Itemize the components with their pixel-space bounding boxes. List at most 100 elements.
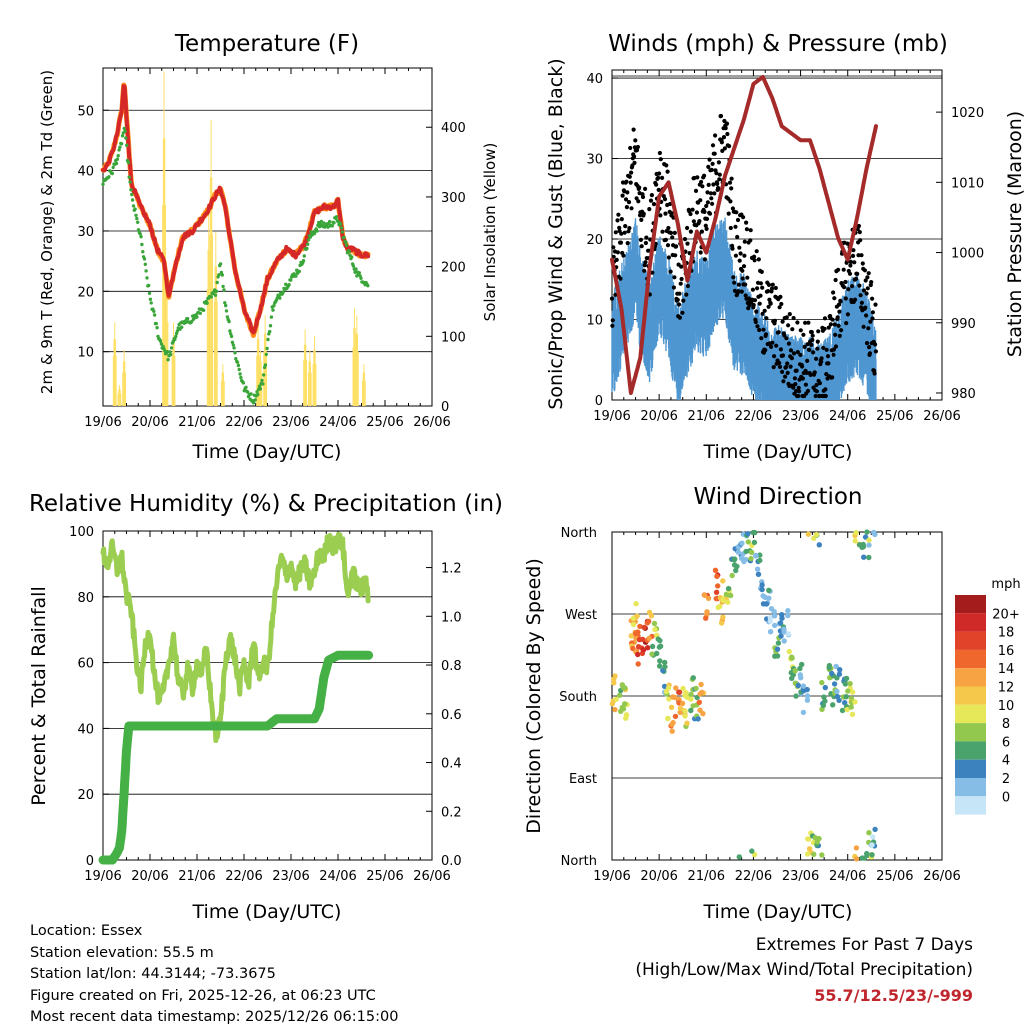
gust-point [808, 372, 813, 377]
gust-point [636, 199, 641, 204]
direction-point [870, 834, 876, 840]
dewpoint-point [326, 225, 330, 229]
dewpoint-point [265, 346, 269, 351]
gust-point [638, 237, 644, 242]
dewpoint-point [138, 232, 142, 236]
direction-point [790, 672, 796, 678]
colorbar-swatch [955, 704, 986, 724]
gust-point [631, 127, 636, 132]
gust-point [728, 199, 733, 204]
direction-point [612, 706, 618, 713]
gust-point [672, 275, 677, 280]
wind-xtick-label: 22/06 [735, 409, 772, 424]
dewpoint-point [236, 363, 241, 368]
gust-point [836, 302, 842, 307]
gust-point [658, 213, 663, 218]
dewpoint-point [350, 255, 354, 259]
gust-point [831, 290, 836, 295]
gust-point [705, 190, 710, 195]
temp-right-ytick-label: 400 [441, 121, 466, 136]
dewpoint-point [107, 175, 111, 179]
gust-point [778, 347, 784, 352]
gust-point [817, 381, 823, 386]
direction-point [634, 613, 640, 619]
gust-point [841, 267, 846, 272]
direction-point [836, 671, 843, 677]
dewpoint-point [262, 373, 266, 377]
gust-point [734, 210, 739, 215]
dewpoint-point [219, 270, 224, 275]
rh-xtick-label: 20/06 [131, 869, 168, 884]
gust-point [726, 211, 731, 216]
dir-ytick-label: West [565, 608, 597, 623]
direction-point [842, 700, 848, 706]
humidity-title: Relative Humidity (%) & Precipitation (i… [29, 491, 503, 517]
wind-xtick-label: 21/06 [688, 409, 725, 424]
direction-point [785, 608, 791, 614]
dir-ytick-label: East [569, 772, 597, 787]
dewpoint-point [142, 257, 147, 261]
gust-point [613, 292, 618, 297]
gust-point [671, 285, 677, 290]
temp-ytick-label: 40 [77, 165, 94, 180]
dewpoint-point [205, 301, 209, 305]
direction-point [670, 719, 676, 726]
gust-point [624, 179, 629, 184]
rh-xtick-label: 26/06 [413, 869, 450, 884]
direction-point [630, 621, 637, 628]
temp-right-ytick-label: 300 [441, 191, 466, 206]
direction-point [714, 573, 720, 579]
gust-point [780, 353, 786, 358]
gust-point [730, 206, 736, 211]
dewpoint-point [120, 134, 125, 138]
rh-right-ytick-label: 0.8 [441, 659, 462, 674]
gust-point [637, 185, 642, 190]
direction-point [725, 585, 732, 592]
dewpoint-point [115, 157, 120, 161]
gust-point [845, 312, 851, 317]
wind-xtick-label: 23/06 [782, 409, 819, 424]
gust-point [813, 393, 818, 399]
gust-point [826, 325, 831, 330]
temp-xtick-label: 26/06 [413, 415, 450, 430]
gust-point [814, 389, 820, 394]
gust-point [815, 346, 820, 351]
gust-point [658, 157, 663, 162]
gust-point [623, 197, 629, 202]
dewpoint-point [169, 346, 174, 350]
gust-point [709, 196, 714, 201]
direction-point [834, 688, 840, 695]
gust-point [702, 257, 708, 262]
gust-point [804, 370, 809, 375]
gust-point [866, 271, 871, 276]
dir-xtick-label: 24/06 [829, 869, 866, 884]
gust-point [732, 280, 737, 285]
gust-point [678, 281, 683, 286]
gust-point [691, 219, 697, 224]
gust-point [620, 193, 625, 198]
direction-point [775, 640, 782, 646]
dewpoint-point [122, 126, 126, 131]
dewpoint-point [253, 398, 257, 402]
gust-point [850, 253, 856, 258]
dewpoint-point [134, 213, 138, 217]
dewpoint-point [101, 182, 105, 186]
gust-point [758, 281, 764, 286]
gust-point [814, 382, 819, 388]
gust-point [641, 211, 646, 216]
dewpoint-point [185, 317, 190, 321]
gust-point [853, 276, 859, 281]
direction-point [676, 689, 682, 695]
gust-point [791, 351, 797, 356]
dewpoint-point [263, 363, 268, 367]
gust-point [782, 333, 787, 338]
direction-point [844, 706, 850, 713]
gust-point [656, 175, 661, 180]
gust-point [644, 235, 649, 240]
dewpoint-point [127, 175, 131, 179]
gust-point [777, 305, 782, 310]
gust-point [736, 289, 741, 294]
direction-point [829, 670, 835, 677]
gust-point [806, 320, 811, 325]
gust-point [733, 253, 739, 258]
